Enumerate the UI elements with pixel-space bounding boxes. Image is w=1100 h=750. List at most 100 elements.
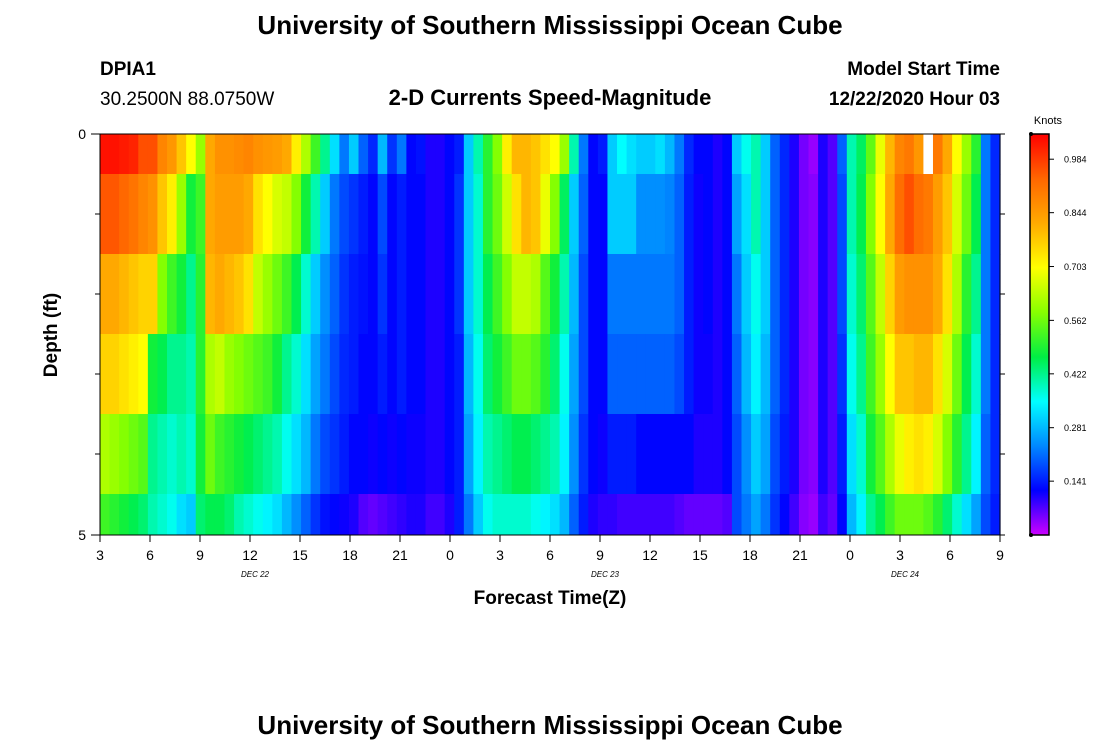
heatmap-cell bbox=[253, 334, 264, 415]
heatmap-cell bbox=[971, 254, 982, 335]
heatmap-cell bbox=[320, 334, 331, 415]
heatmap-cell bbox=[415, 334, 427, 415]
heatmap-cell bbox=[463, 134, 474, 175]
heatmap-cell bbox=[234, 174, 245, 255]
heatmap-cell bbox=[435, 414, 446, 495]
heatmap-cell bbox=[301, 254, 312, 335]
heatmap-cell bbox=[923, 134, 934, 175]
heatmap-cell bbox=[195, 254, 206, 335]
heatmap-cell bbox=[425, 174, 436, 255]
heatmap-cell bbox=[760, 254, 771, 335]
heatmap-cell bbox=[176, 334, 187, 415]
heatmap-cell bbox=[597, 414, 609, 495]
heatmap-cell bbox=[368, 134, 379, 175]
heatmap-cell bbox=[454, 494, 465, 536]
heatmap-cell bbox=[674, 414, 685, 495]
heatmap-cell bbox=[693, 134, 704, 175]
heatmap-cell bbox=[358, 254, 369, 335]
heatmap-cell bbox=[865, 334, 877, 415]
heatmap-cell bbox=[272, 494, 283, 536]
heatmap-cell bbox=[425, 494, 436, 536]
heatmap-cell bbox=[521, 414, 532, 495]
heatmap-cell bbox=[923, 414, 934, 495]
heatmap-cell bbox=[348, 174, 360, 255]
heatmap-cell bbox=[377, 134, 388, 175]
colorbar-tick-label: 0.422 bbox=[1064, 369, 1087, 379]
heatmap-cell bbox=[473, 174, 484, 255]
heatmap-cell bbox=[703, 134, 714, 175]
heatmap-cell bbox=[358, 414, 369, 495]
heatmap-cell bbox=[751, 494, 762, 536]
heatmap-cell bbox=[607, 134, 618, 175]
heatmap-cell bbox=[186, 494, 197, 536]
heatmap-cell bbox=[971, 174, 982, 255]
heatmap-cell bbox=[234, 254, 245, 335]
heatmap-cell bbox=[731, 414, 743, 495]
heatmap-cell bbox=[942, 254, 953, 335]
heatmap-cell bbox=[521, 174, 532, 255]
x-axis-label: Forecast Time(Z) bbox=[474, 588, 627, 609]
heatmap-cell bbox=[904, 494, 915, 536]
heatmap-cell bbox=[885, 134, 896, 175]
heatmap-cell bbox=[779, 254, 790, 335]
heatmap-cell bbox=[119, 414, 130, 495]
heatmap-cell bbox=[415, 414, 427, 495]
heatmap-cell bbox=[894, 254, 905, 335]
heatmap-cell bbox=[731, 134, 743, 175]
heatmap-cell bbox=[205, 334, 216, 415]
heatmap-cell bbox=[990, 254, 1001, 335]
heatmap-cell bbox=[894, 134, 905, 175]
chart-subtitle: 2-D Currents Speed-Magnitude bbox=[389, 85, 712, 110]
heatmap-cell bbox=[645, 134, 656, 175]
x-tick-label: 0 bbox=[446, 547, 454, 563]
x-date-label: DEC 23 bbox=[591, 570, 620, 579]
heatmap-cell bbox=[741, 414, 752, 495]
heatmap-cell bbox=[885, 254, 896, 335]
heatmap-cell bbox=[798, 254, 810, 335]
heatmap-cell bbox=[415, 134, 427, 175]
heatmap-cell bbox=[339, 174, 350, 255]
heatmap-cell bbox=[569, 334, 580, 415]
heatmap-cell bbox=[626, 414, 637, 495]
heatmap-cell bbox=[808, 414, 819, 495]
heatmap-cell bbox=[664, 174, 676, 255]
heatmap-cell bbox=[693, 334, 704, 415]
heatmap-cell bbox=[387, 134, 398, 175]
heatmap-cell bbox=[195, 334, 206, 415]
heatmap-cell bbox=[473, 414, 484, 495]
heatmap-cell bbox=[942, 174, 953, 255]
heatmap-cell bbox=[435, 334, 446, 415]
heatmap-cell bbox=[329, 174, 340, 255]
heatmap-cell bbox=[913, 334, 924, 415]
heatmap-cell bbox=[703, 414, 714, 495]
heatmap-cell bbox=[224, 494, 235, 536]
heatmap-cell bbox=[530, 254, 542, 335]
heatmap-cell bbox=[597, 334, 609, 415]
heatmap-cell bbox=[492, 254, 503, 335]
heatmap-cell bbox=[253, 174, 264, 255]
heatmap-cell bbox=[329, 414, 340, 495]
heatmap-cell bbox=[674, 334, 685, 415]
heatmap-cell bbox=[214, 134, 226, 175]
heatmap-cell bbox=[444, 254, 455, 335]
heatmap-cell bbox=[674, 134, 685, 175]
heatmap-cell bbox=[712, 494, 723, 536]
heatmap-cell bbox=[741, 254, 752, 335]
heatmap-cell bbox=[396, 494, 407, 536]
heatmap-cell bbox=[684, 174, 695, 255]
heatmap-cell bbox=[205, 414, 216, 495]
heatmap-cell bbox=[722, 134, 733, 175]
heatmap-cell bbox=[291, 174, 302, 255]
heatmap-cell bbox=[952, 174, 963, 255]
heatmap-cell bbox=[990, 134, 1001, 175]
x-tick-label: 15 bbox=[692, 547, 708, 563]
heatmap-cell bbox=[569, 494, 580, 536]
heatmap-cell bbox=[205, 494, 216, 536]
heatmap-cell bbox=[368, 414, 379, 495]
x-axis-date-labels: DEC 22 DEC 23 DEC 24 bbox=[241, 570, 920, 579]
heatmap-cell bbox=[176, 254, 187, 335]
heatmap-cell bbox=[339, 494, 350, 536]
heatmap-cell bbox=[674, 174, 685, 255]
heatmap-cell bbox=[281, 334, 293, 415]
heatmap-cell bbox=[301, 414, 312, 495]
